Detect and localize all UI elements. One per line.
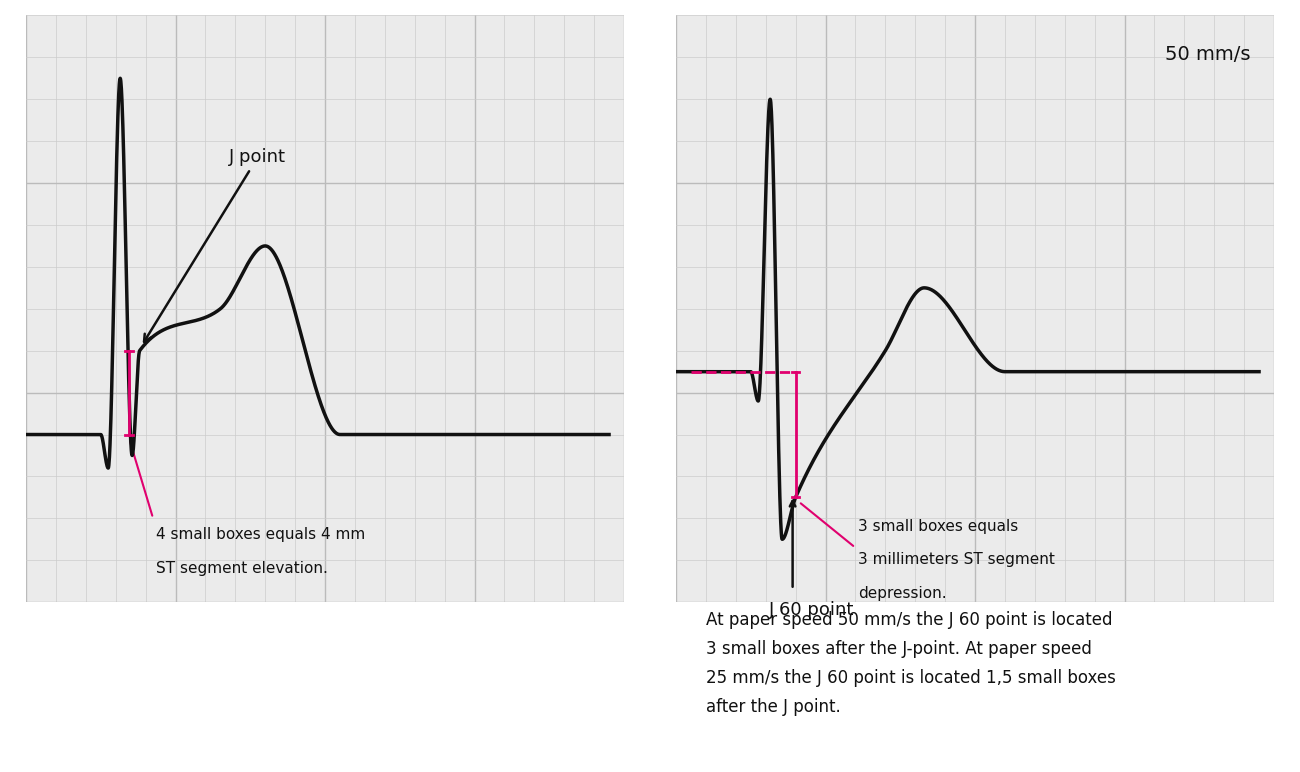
Text: J 60 point: J 60 point [768,601,854,618]
Text: depression.: depression. [858,586,946,601]
Text: 50 mm/s: 50 mm/s [1165,45,1251,64]
Text: 3 small boxes equals: 3 small boxes equals [858,519,1019,534]
Text: ST segment elevation.: ST segment elevation. [156,560,328,576]
Text: J point: J point [144,148,286,342]
Text: 4 small boxes equals 4 mm: 4 small boxes equals 4 mm [156,527,365,542]
Text: At paper speed 50 mm/s the J 60 point is located
3 small boxes after the J-point: At paper speed 50 mm/s the J 60 point is… [706,611,1115,716]
Text: 3 millimeters ST segment: 3 millimeters ST segment [858,553,1056,567]
